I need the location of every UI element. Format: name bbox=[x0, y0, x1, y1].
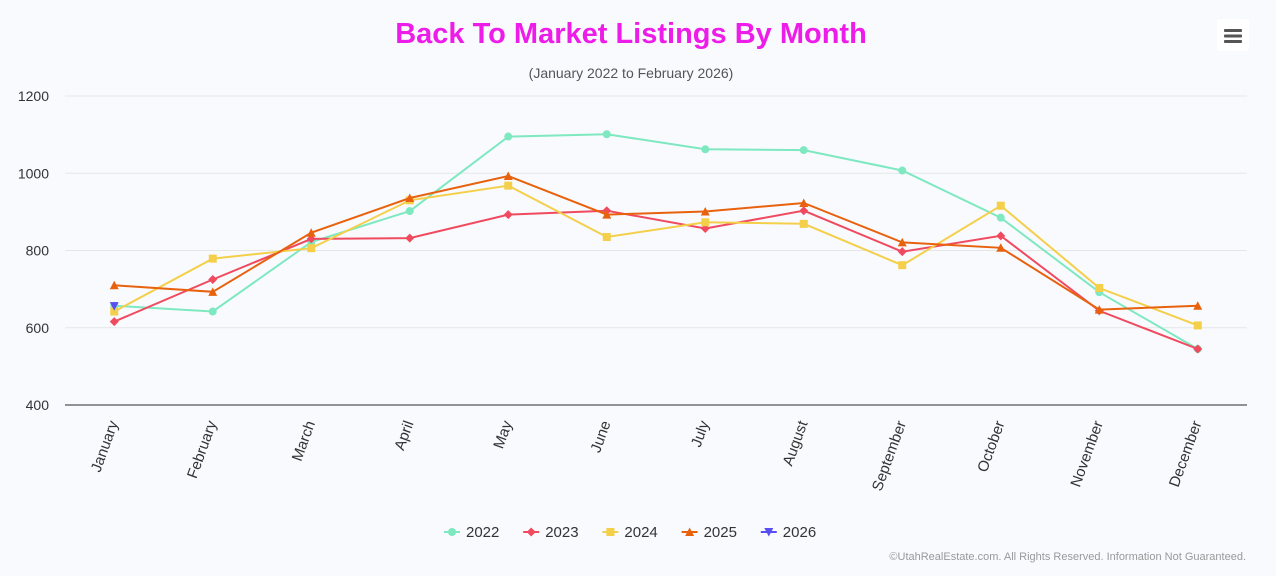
x-tick-label: April bbox=[391, 419, 417, 453]
data-point-2024[interactable] bbox=[208, 254, 217, 263]
data-point-2024[interactable] bbox=[504, 181, 513, 190]
data-point-2023[interactable] bbox=[1193, 344, 1203, 354]
y-tick-label: 400 bbox=[26, 397, 50, 413]
chart-subtitle: (January 2022 to February 2026) bbox=[529, 65, 734, 81]
data-point-2022[interactable] bbox=[701, 145, 710, 154]
legend-label: 2025 bbox=[704, 524, 737, 541]
data-point-2022[interactable] bbox=[996, 213, 1005, 222]
x-tick-label: March bbox=[289, 419, 319, 464]
legend-label: 2022 bbox=[466, 524, 499, 541]
y-tick-label: 800 bbox=[26, 243, 50, 259]
series-2024[interactable] bbox=[110, 181, 1202, 330]
legend-symbol[interactable] bbox=[685, 527, 695, 537]
data-point-2025[interactable] bbox=[700, 206, 710, 216]
x-tick-label: September bbox=[869, 419, 910, 494]
data-point-2022[interactable] bbox=[208, 307, 217, 316]
data-point-2023[interactable] bbox=[109, 317, 119, 327]
legend-item-2023[interactable]: 2023 bbox=[523, 524, 579, 541]
data-point-2025[interactable] bbox=[897, 237, 907, 247]
hamburger-menu-icon[interactable] bbox=[1217, 19, 1249, 51]
data-point-2024[interactable] bbox=[602, 232, 611, 241]
credit-text[interactable]: ©UtahRealEstate.com. All Rights Reserved… bbox=[889, 551, 1246, 563]
x-tick-label: October bbox=[974, 419, 1008, 475]
x-tick-label: December bbox=[1166, 419, 1206, 490]
series-line-2023[interactable] bbox=[113, 209, 1199, 350]
x-tick-label: January bbox=[88, 418, 122, 474]
y-tick-label: 600 bbox=[26, 320, 50, 336]
data-point-2022[interactable] bbox=[602, 130, 611, 139]
data-point-2023[interactable] bbox=[996, 231, 1006, 241]
data-point-2024[interactable] bbox=[996, 201, 1005, 210]
data-point-2025[interactable] bbox=[503, 171, 513, 180]
data-point-2025[interactable] bbox=[799, 198, 809, 207]
data-point-2026[interactable] bbox=[109, 302, 119, 311]
legend-symbol[interactable] bbox=[764, 528, 774, 537]
data-point-2024[interactable] bbox=[898, 261, 907, 270]
data-point-2025[interactable] bbox=[996, 243, 1006, 252]
x-tick-label: May bbox=[490, 418, 516, 451]
data-point-2025[interactable] bbox=[405, 193, 415, 202]
data-point-2022[interactable] bbox=[504, 132, 513, 141]
data-point-2025[interactable] bbox=[306, 228, 316, 237]
series-line-2022[interactable] bbox=[114, 133, 1199, 350]
legend-item-2024[interactable]: 2024 bbox=[602, 524, 658, 541]
series-2023[interactable] bbox=[109, 206, 1203, 354]
series-2022[interactable] bbox=[110, 130, 1202, 353]
y-tick-label: 1200 bbox=[18, 88, 49, 104]
legend-item-2026[interactable]: 2026 bbox=[760, 524, 816, 541]
legend-symbol[interactable] bbox=[606, 528, 615, 536]
data-point-2024[interactable] bbox=[1095, 283, 1104, 292]
legend-symbol[interactable] bbox=[448, 528, 456, 536]
data-point-2024[interactable] bbox=[701, 218, 710, 227]
x-tick-label: June bbox=[587, 419, 614, 455]
data-point-2024[interactable] bbox=[1193, 321, 1202, 330]
x-tick-label: February bbox=[184, 418, 221, 481]
legend-label: 2026 bbox=[783, 524, 816, 541]
data-point-2025[interactable] bbox=[109, 280, 119, 290]
y-axis-ticks: 400 600 800 1000 1200 bbox=[18, 88, 49, 413]
data-point-2022[interactable] bbox=[799, 146, 808, 155]
x-tick-label: August bbox=[780, 418, 812, 468]
data-point-2025[interactable] bbox=[1193, 301, 1203, 310]
legend-label: 2024 bbox=[624, 524, 657, 541]
data-point-2024[interactable] bbox=[799, 219, 808, 228]
chart-title: Back To Market Listings By Month bbox=[395, 18, 867, 50]
y-tick-label: 1000 bbox=[18, 165, 49, 181]
legend[interactable]: 2022 2023 2024 2025 2026 bbox=[444, 524, 816, 541]
legend-symbol[interactable] bbox=[526, 527, 536, 537]
x-tick-label: July bbox=[688, 418, 713, 449]
series-2025[interactable] bbox=[109, 171, 1203, 314]
series-layer bbox=[109, 130, 1203, 354]
data-point-2022[interactable] bbox=[898, 166, 907, 175]
legend-label: 2023 bbox=[545, 524, 578, 541]
data-point-2024[interactable] bbox=[110, 307, 119, 316]
x-axis-ticks: January February March April May June July Augu… bbox=[88, 418, 1206, 494]
series-2026[interactable] bbox=[109, 302, 119, 311]
data-point-2022[interactable] bbox=[405, 207, 414, 216]
data-point-2025[interactable] bbox=[602, 210, 612, 219]
data-point-2023[interactable] bbox=[897, 247, 907, 257]
legend-item-2025[interactable]: 2025 bbox=[681, 524, 737, 541]
data-point-2023[interactable] bbox=[503, 210, 513, 220]
data-point-2023[interactable] bbox=[799, 206, 809, 216]
series-line-2024[interactable] bbox=[113, 184, 1199, 327]
x-tick-label: November bbox=[1067, 419, 1107, 490]
legend-item-2022[interactable]: 2022 bbox=[444, 524, 499, 541]
data-point-2023[interactable] bbox=[208, 274, 218, 284]
data-point-2025[interactable] bbox=[1094, 305, 1104, 314]
data-point-2023[interactable] bbox=[405, 233, 415, 243]
series-line-2025[interactable] bbox=[114, 174, 1198, 311]
data-point-2024[interactable] bbox=[307, 244, 316, 253]
grid-lines bbox=[65, 95, 1247, 329]
data-point-2025[interactable] bbox=[208, 287, 218, 296]
